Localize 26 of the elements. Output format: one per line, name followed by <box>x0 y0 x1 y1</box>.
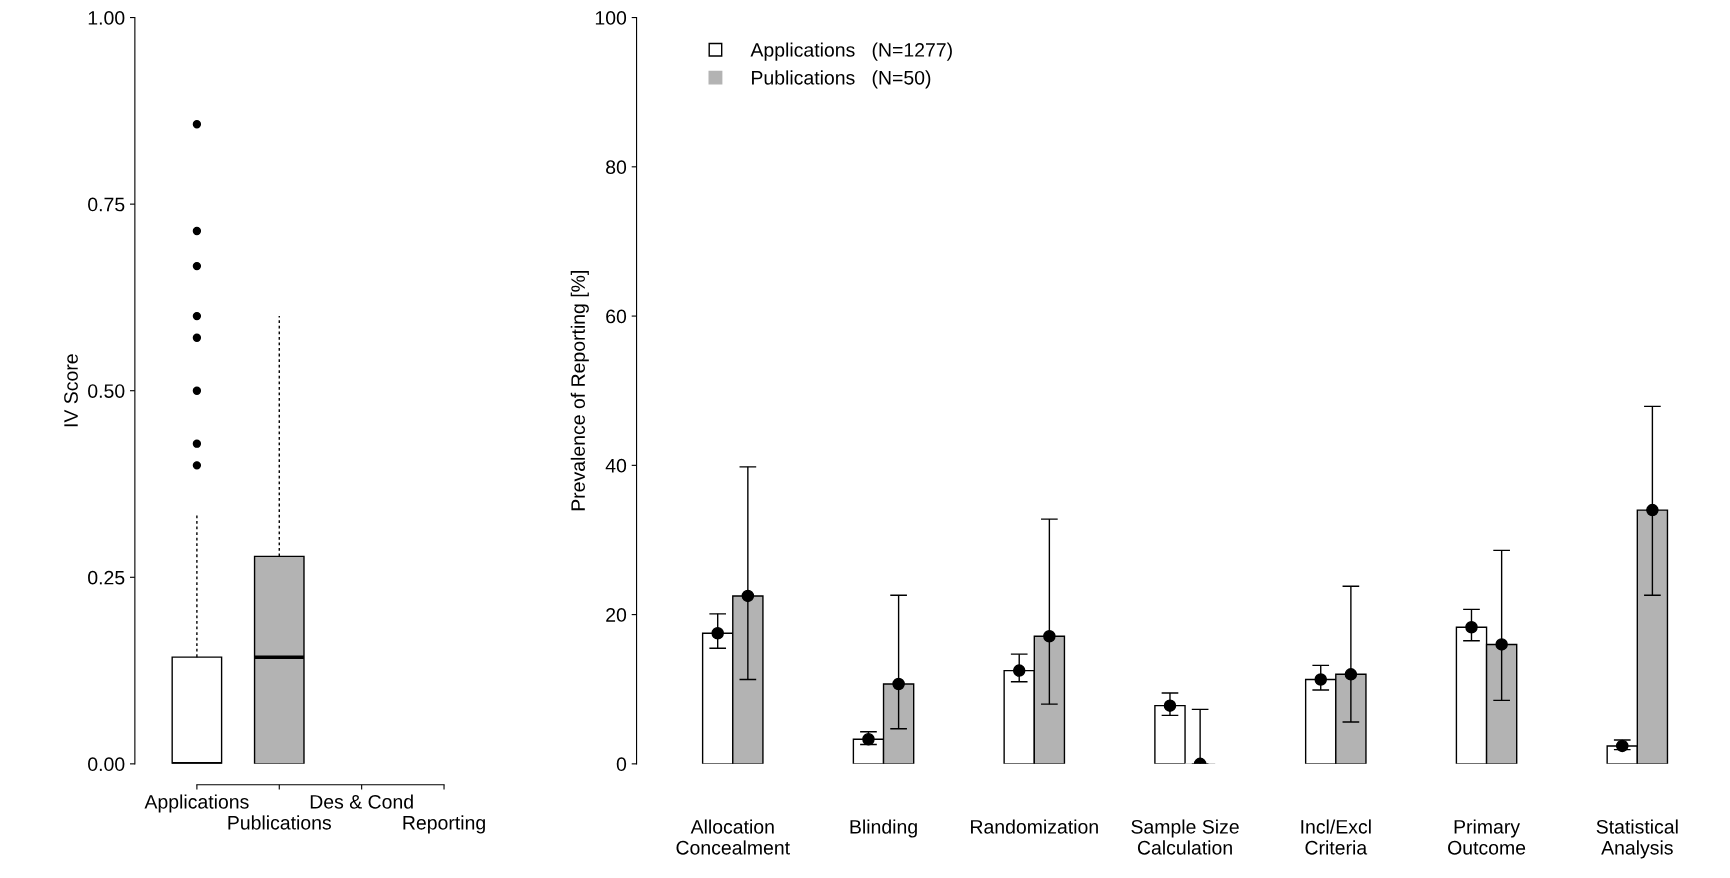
legend-label: Publications (N=50) <box>752 70 931 89</box>
x-tick-label: Randomization <box>971 819 1098 834</box>
x-tick-label: Incl/Excl Criteria <box>1301 819 1371 855</box>
x-tick-label: Applications <box>144 794 249 813</box>
x-tick-label: Allocation Concealment <box>676 819 790 855</box>
y-tick-label: 0 <box>616 757 627 772</box>
y-tick-label: 0.25 <box>88 570 125 585</box>
y-axis-title: Prevalence of Reporting [%] <box>570 271 589 511</box>
x-tick-label: Reporting <box>403 815 485 834</box>
y-tick-label: 40 <box>605 458 627 473</box>
y-tick-label: 80 <box>606 160 627 175</box>
x-tick-label: Publications <box>228 815 331 830</box>
y-tick-label: 60 <box>606 309 627 324</box>
y-tick-label: 0.50 <box>88 384 125 398</box>
x-tick-label: Des & Cond <box>310 794 413 809</box>
y-tick-label: 1.00 <box>88 11 125 25</box>
y-tick-label: 0.75 <box>88 197 125 212</box>
y-tick-label: 100 <box>595 11 627 25</box>
x-tick-label: Blinding <box>850 819 917 838</box>
x-tick-label: Statistical Analysis <box>1596 819 1678 859</box>
y-axis-title: IV Score <box>64 354 78 427</box>
y-tick-label: 20 <box>606 608 627 622</box>
x-tick-label: Primary Outcome <box>1448 819 1526 855</box>
x-tick-label: Sample Size Calculation <box>1131 819 1239 855</box>
y-tick-label: 0.00 <box>88 757 125 772</box>
legend-label: Applications (N=1277) <box>750 42 952 61</box>
